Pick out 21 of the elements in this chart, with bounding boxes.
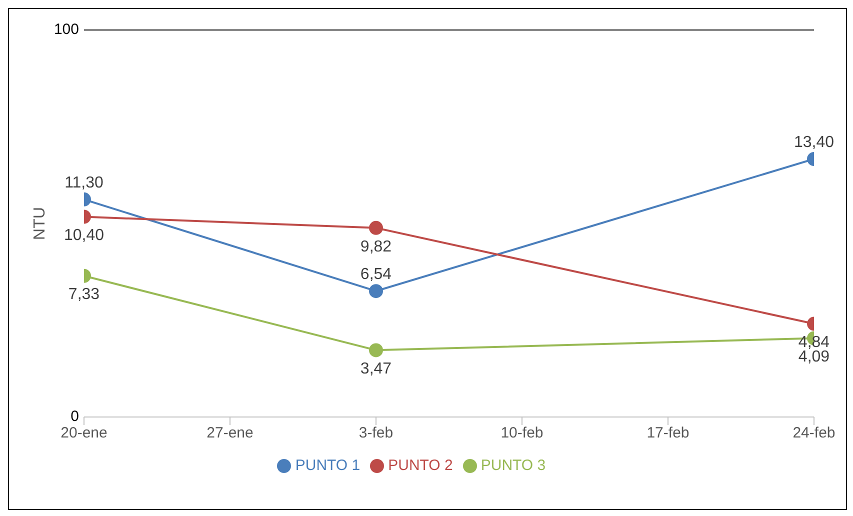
text: 0: [70, 408, 79, 426]
data-label: 3,47: [360, 360, 392, 378]
legend-label: PUNTO 1: [295, 457, 360, 474]
x-tick-label: 27-ene: [206, 424, 254, 442]
x-tick-label: 17-feb: [646, 424, 690, 442]
legend-label: PUNTO 3: [480, 457, 546, 474]
x-tick-label: 10-feb: [500, 424, 544, 442]
data-label: 13,40: [794, 134, 834, 151]
y-axis-title: NTU: [32, 207, 49, 240]
data-label: 4,09: [798, 348, 830, 366]
x-tick-label: 3-feb: [358, 424, 394, 442]
data-label: 4,84: [798, 334, 830, 352]
data-label: 9,82: [360, 238, 392, 256]
data-label: 6,54: [360, 266, 392, 284]
legend-label: PUNTO 2: [388, 457, 453, 474]
data-label: 10,40: [64, 227, 104, 244]
text: 100: [52, 21, 79, 39]
x-tick-label: 24-feb: [792, 424, 836, 442]
data-label: 7,33: [68, 286, 100, 304]
data-label: 11,30: [64, 174, 104, 192]
x-tick-label: 20-ene: [60, 424, 108, 442]
